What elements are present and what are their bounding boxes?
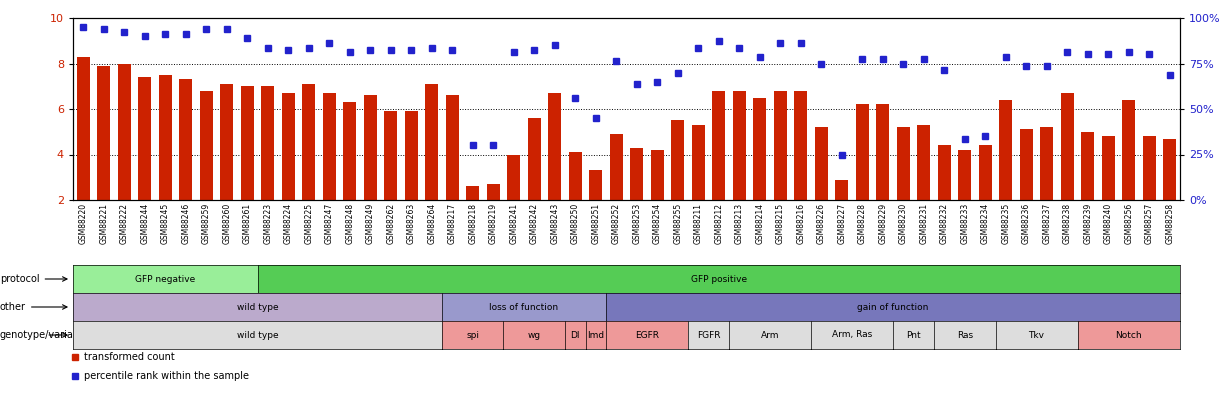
Bar — [855, 104, 869, 200]
Bar — [425, 84, 438, 200]
Bar — [1060, 93, 1074, 200]
Bar — [937, 145, 951, 200]
Bar — [979, 145, 991, 200]
Bar — [876, 104, 890, 200]
Text: Ras: Ras — [957, 330, 973, 339]
Bar — [753, 98, 767, 200]
Text: Dl: Dl — [571, 330, 580, 339]
Bar — [97, 66, 110, 200]
Bar — [220, 84, 233, 200]
Text: Arm: Arm — [761, 330, 779, 339]
Bar — [1121, 100, 1135, 200]
Bar — [200, 91, 213, 200]
Bar — [528, 118, 541, 200]
Bar — [692, 125, 706, 200]
Text: protocol: protocol — [0, 274, 67, 284]
Text: Tkv: Tkv — [1028, 330, 1044, 339]
Text: Arm, Ras: Arm, Ras — [832, 330, 872, 339]
Bar — [917, 125, 930, 200]
Bar — [897, 127, 910, 200]
Bar — [158, 75, 172, 200]
Text: FGFR: FGFR — [697, 330, 720, 339]
Text: gain of function: gain of function — [858, 303, 929, 311]
Bar — [712, 91, 725, 200]
Text: Pnt: Pnt — [907, 330, 920, 339]
Bar — [733, 91, 746, 200]
Text: EGFR: EGFR — [636, 330, 659, 339]
Bar — [487, 184, 499, 200]
Bar — [118, 64, 131, 200]
Bar — [445, 95, 459, 200]
Bar — [1081, 132, 1094, 200]
Text: transformed count: transformed count — [83, 352, 174, 362]
Bar — [384, 111, 398, 200]
Bar — [261, 86, 275, 200]
Bar — [76, 57, 90, 200]
Bar — [1163, 139, 1177, 200]
Bar — [323, 93, 336, 200]
Bar — [671, 120, 685, 200]
Bar — [589, 171, 602, 200]
Bar — [1142, 136, 1156, 200]
Text: Imd: Imd — [588, 330, 605, 339]
Bar — [281, 93, 294, 200]
Bar — [610, 134, 623, 200]
Bar — [1040, 127, 1054, 200]
Bar — [1020, 130, 1033, 200]
Text: wild type: wild type — [237, 303, 279, 311]
Bar — [240, 86, 254, 200]
Bar — [631, 148, 643, 200]
Text: wild type: wild type — [237, 330, 279, 339]
Text: wg: wg — [528, 330, 541, 339]
Text: loss of function: loss of function — [490, 303, 558, 311]
Text: GFP positive: GFP positive — [691, 275, 747, 284]
Bar — [815, 127, 828, 200]
Bar — [466, 186, 480, 200]
Bar — [139, 77, 151, 200]
Bar — [650, 150, 664, 200]
Bar — [773, 91, 787, 200]
Bar — [507, 154, 520, 200]
Bar — [568, 152, 582, 200]
Bar — [1102, 136, 1115, 200]
Bar — [405, 111, 418, 200]
Bar — [794, 91, 807, 200]
Bar — [548, 93, 562, 200]
Bar — [999, 100, 1012, 200]
Text: genotype/variation: genotype/variation — [0, 330, 92, 340]
Text: GFP negative: GFP negative — [135, 275, 195, 284]
Text: other: other — [0, 302, 67, 312]
Bar — [344, 102, 356, 200]
Text: Notch: Notch — [1115, 330, 1142, 339]
Text: spi: spi — [466, 330, 480, 339]
Bar — [836, 179, 848, 200]
Bar — [179, 79, 193, 200]
Text: percentile rank within the sample: percentile rank within the sample — [83, 371, 249, 381]
Bar — [302, 84, 315, 200]
Bar — [958, 150, 972, 200]
Bar — [363, 95, 377, 200]
